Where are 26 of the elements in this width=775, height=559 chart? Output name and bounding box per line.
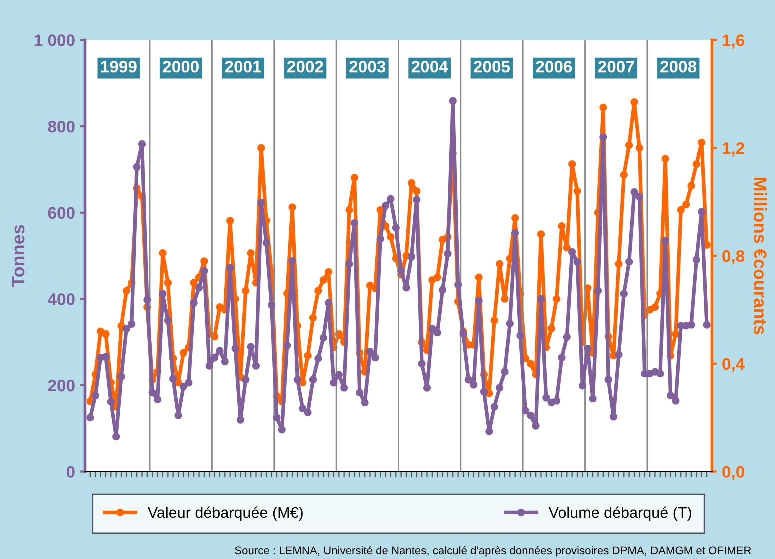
annotation: 2000 bbox=[163, 60, 199, 73]
y-tick-label: 200 bbox=[48, 380, 75, 392]
legend-label: Volume débarqué (T) bbox=[548, 506, 692, 522]
annotation: 1999 bbox=[101, 60, 137, 73]
annotation: 2005 bbox=[474, 60, 510, 73]
y-tick-label: 0 bbox=[66, 466, 75, 478]
annotation: 2007 bbox=[598, 60, 634, 73]
annotation: 2003 bbox=[350, 60, 386, 73]
y-tick-label: 600 bbox=[48, 207, 75, 220]
y2-axis-title: Millions €courants bbox=[754, 178, 768, 335]
legend-label: Valeur débarquée (M€) bbox=[148, 506, 303, 522]
y2-tick-label: 1,6 bbox=[722, 34, 745, 49]
y-tick-label: 800 bbox=[48, 120, 75, 133]
y2-tick-label: 0,4 bbox=[722, 358, 746, 373]
annotation: 2008 bbox=[660, 60, 697, 73]
y-tick-label: 1 000 bbox=[34, 34, 75, 46]
y-axis-title: Tonnes bbox=[12, 225, 25, 288]
y2-tick-label: 1,2 bbox=[722, 142, 744, 157]
annotation: 2001 bbox=[225, 60, 262, 73]
y2-tick-label: 0,0 bbox=[722, 466, 744, 480]
annotation: 2002 bbox=[288, 60, 324, 73]
source-note: Source : LEMNA, Université de Nantes, calculé d'après données provisoires DPMA, DAMGM et OFIMER bbox=[235, 546, 752, 557]
annotation: 2006 bbox=[536, 60, 572, 73]
annotation: 2004 bbox=[412, 60, 448, 73]
y2-tick-label: 0,8 bbox=[722, 250, 745, 265]
y-tick-label: 400 bbox=[48, 294, 75, 306]
